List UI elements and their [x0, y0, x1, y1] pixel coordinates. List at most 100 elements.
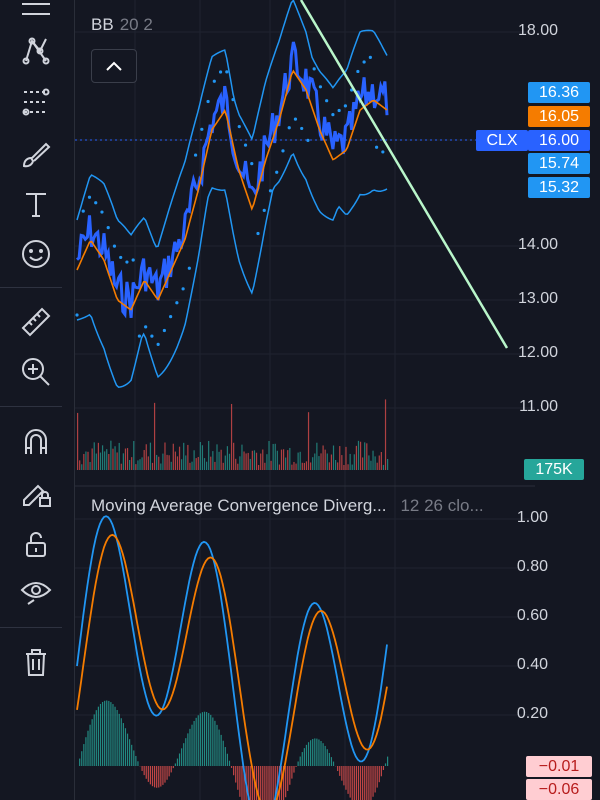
histogram-bar [337, 766, 339, 772]
pattern-icon[interactable] [12, 31, 60, 71]
sar-dot [275, 170, 279, 174]
price-axis-label: 14.00 [517, 236, 558, 253]
magnet-icon[interactable] [12, 422, 60, 462]
volume-bar [118, 442, 120, 470]
volume-bar [339, 446, 341, 470]
trend-line-icon[interactable] [12, 0, 60, 30]
zoom-in-icon[interactable] [12, 352, 60, 392]
sar-dot [169, 315, 173, 319]
volume-bar [214, 461, 216, 470]
volume-bar [351, 464, 353, 470]
histogram-bar [79, 758, 81, 766]
histogram-bar [170, 766, 172, 773]
histogram-bar [218, 729, 220, 766]
macd-axis-label: 0.40 [516, 656, 548, 673]
macd-legend[interactable]: Moving Average Convergence Diverg... 12 2… [91, 496, 484, 516]
volume-bar [357, 440, 360, 470]
histogram-bar [174, 763, 176, 766]
histogram-bar [195, 717, 197, 766]
histogram-bar [328, 752, 330, 766]
histogram-bar [178, 753, 181, 766]
chart-canvas[interactable] [75, 0, 600, 800]
volume-bar [191, 461, 193, 470]
bb-legend[interactable]: BB 20 2 [91, 15, 153, 35]
histogram-bar [126, 733, 129, 766]
ruler-icon[interactable] [12, 302, 60, 342]
histogram-bar [351, 766, 353, 800]
histogram-bar [220, 734, 222, 766]
histogram-bar [210, 714, 212, 766]
histogram-bar [249, 766, 251, 800]
lock-drawing-icon[interactable] [12, 472, 60, 512]
histogram-bar [181, 748, 183, 766]
sar-dot [75, 313, 79, 317]
histogram-bar [97, 706, 100, 766]
volume-bar [320, 453, 322, 470]
histogram-bar [147, 766, 149, 782]
sar-dot [87, 195, 92, 199]
sar-dot [231, 98, 235, 102]
volume-bar [249, 458, 251, 470]
sar-dot [225, 70, 229, 74]
macd-legend-name: Moving Average Convergence Diverg... [91, 496, 387, 515]
histogram-bar [87, 730, 89, 766]
collapse-legend-button[interactable] [91, 49, 137, 83]
volume-bar [326, 453, 328, 470]
sar-dot [250, 162, 254, 166]
sar-dot [312, 67, 316, 71]
chart-grid [75, 0, 535, 800]
volume-bar [187, 444, 189, 470]
volume-bar [195, 458, 197, 470]
volume-bar [208, 440, 210, 470]
sar-dot [293, 117, 298, 121]
volume-bar [124, 448, 127, 470]
histogram-bar [230, 766, 233, 768]
volume-bar [216, 444, 218, 470]
histogram-bar [380, 766, 382, 777]
volume-bar [362, 457, 364, 470]
sar-dot [356, 69, 360, 74]
chevron-up-icon [106, 61, 122, 71]
sar-dot [106, 226, 110, 230]
volume-bar [307, 412, 310, 470]
sar-dot [181, 287, 185, 291]
volume-bar [245, 453, 247, 470]
fib-icon[interactable] [12, 82, 60, 122]
volume-bar [293, 461, 295, 470]
volume-bar [303, 462, 305, 470]
histogram-bar [237, 766, 239, 790]
emoji-icon[interactable] [12, 234, 60, 274]
volume-bar [181, 459, 183, 470]
sar-dot [206, 99, 210, 104]
volume-bar [262, 449, 264, 470]
histogram-bar [201, 712, 204, 766]
sar-dot [243, 143, 248, 147]
histogram-bar [156, 766, 158, 788]
volume-bar [364, 442, 366, 470]
histogram-bar [228, 760, 231, 766]
sar-dot [256, 231, 260, 236]
volume-bar [297, 452, 299, 470]
histogram-bar [141, 766, 143, 771]
histogram-bar [235, 766, 237, 783]
histogram-bar [262, 766, 264, 800]
histogram-bar [114, 706, 116, 766]
volume-bar [129, 459, 131, 470]
sar-dot [212, 79, 216, 83]
sar-dot [119, 255, 123, 260]
sar-dot [306, 138, 310, 142]
unlock-icon[interactable] [12, 524, 60, 564]
histogram-bar [99, 703, 102, 766]
histogram-bar [303, 748, 305, 766]
brush-icon[interactable] [12, 134, 60, 174]
eye-icon[interactable] [12, 572, 60, 612]
volume-bar [239, 456, 241, 470]
text-icon[interactable] [12, 184, 60, 224]
volume-bar [133, 441, 135, 470]
trash-icon[interactable] [12, 642, 60, 682]
histogram-bar [81, 751, 83, 766]
volume-bar [330, 454, 333, 470]
volume-bar [104, 451, 106, 470]
histogram-bar [216, 724, 218, 766]
histogram-bar [222, 740, 224, 766]
